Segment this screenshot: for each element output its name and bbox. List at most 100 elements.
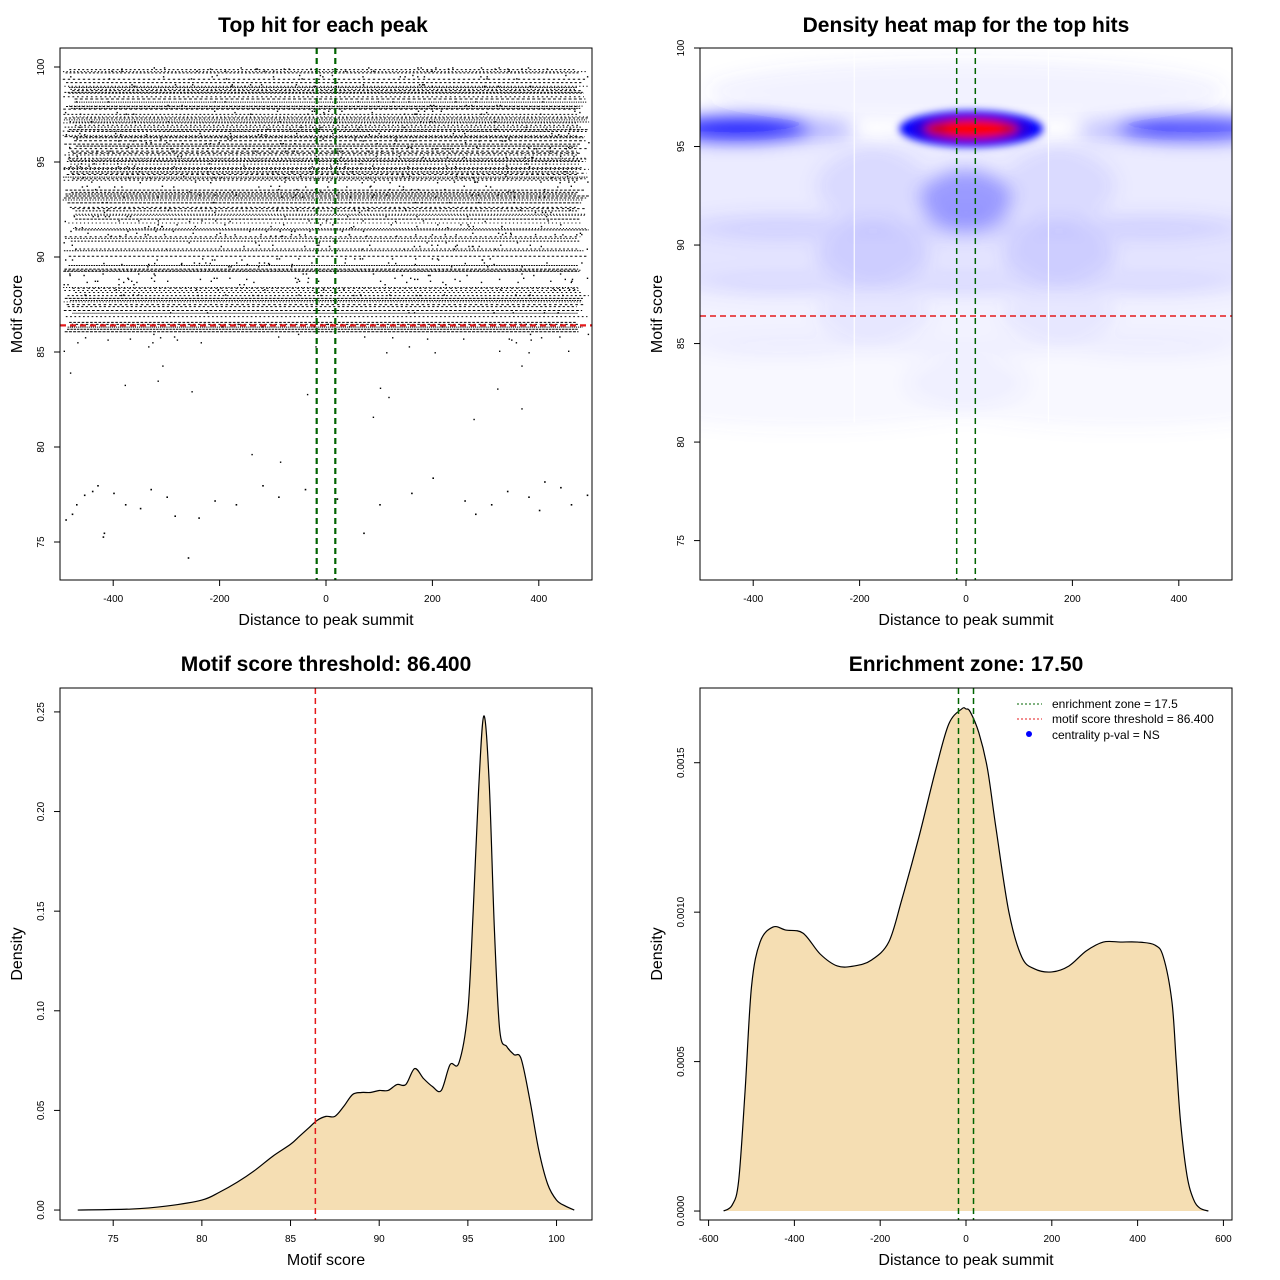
point [308, 220, 310, 222]
point [296, 209, 298, 211]
x-tick-label: -200 [850, 594, 870, 605]
point [362, 220, 364, 222]
point [466, 215, 469, 218]
point [403, 126, 405, 129]
x-tick-label: 400 [1170, 594, 1187, 605]
point [136, 232, 138, 234]
point [581, 233, 583, 236]
point [547, 220, 549, 222]
point [361, 182, 363, 184]
point [319, 224, 322, 226]
point [389, 294, 391, 296]
point [192, 84, 194, 86]
y-tick-label: 0.10 [36, 1001, 47, 1021]
point [84, 294, 86, 296]
point [521, 273, 523, 275]
point [367, 209, 369, 211]
point [360, 163, 362, 165]
x-tick-label: 0 [963, 594, 969, 605]
point [534, 233, 537, 236]
point [396, 235, 398, 237]
point [570, 185, 572, 187]
point [369, 186, 371, 188]
point [251, 453, 253, 456]
point [446, 227, 449, 229]
point [372, 273, 375, 275]
point [484, 220, 486, 223]
distance-density-title: Enrichment zone: 17.50 [849, 653, 1084, 676]
point [176, 224, 178, 226]
point [188, 191, 191, 193]
point [214, 194, 216, 196]
x-tick-label: 400 [1129, 1234, 1146, 1245]
point [471, 245, 474, 248]
point [453, 181, 456, 183]
point [291, 263, 293, 266]
point [102, 536, 105, 538]
point [173, 166, 175, 168]
point [256, 68, 258, 70]
point [161, 185, 164, 187]
point [173, 150, 175, 152]
scatter-plot-frame [59, 47, 593, 581]
y-tick-label: 90 [676, 239, 687, 251]
point [290, 233, 293, 236]
point [306, 393, 309, 396]
point [562, 234, 564, 236]
point [429, 280, 432, 282]
density-band [756, 119, 857, 138]
point [296, 281, 298, 284]
point [498, 67, 500, 69]
point [147, 266, 149, 268]
point [394, 220, 397, 223]
point [117, 166, 120, 168]
distance-density-area [723, 707, 1209, 1212]
point [320, 294, 322, 297]
point [484, 85, 486, 87]
point [172, 230, 175, 233]
point [533, 274, 535, 277]
point [281, 196, 283, 198]
point [507, 191, 510, 193]
point [68, 156, 70, 159]
point [549, 323, 551, 326]
point [71, 513, 74, 516]
y-tick-label: 0.15 [36, 901, 47, 921]
point [417, 76, 419, 78]
point [137, 294, 140, 296]
point [463, 185, 465, 187]
point [489, 186, 492, 188]
point [544, 481, 546, 483]
point [313, 110, 316, 112]
point [176, 155, 179, 158]
point [454, 166, 457, 168]
point [486, 78, 488, 80]
point [566, 175, 569, 177]
point [63, 284, 65, 286]
point [224, 101, 226, 103]
point [124, 384, 126, 387]
y-tick-label: 0.20 [36, 801, 47, 821]
point [587, 333, 590, 336]
point [74, 227, 77, 229]
point [166, 142, 168, 144]
point [410, 277, 412, 279]
point [402, 175, 404, 177]
point [471, 194, 473, 196]
point [392, 101, 394, 103]
y-tick-label: 80 [36, 441, 47, 453]
point [551, 176, 553, 179]
heatmap-x-label: Distance to peak summit [878, 612, 1054, 629]
point [389, 188, 391, 191]
legend-centrality-label: centrality p-val = NS [1052, 728, 1160, 742]
point [138, 220, 140, 222]
point [417, 67, 419, 69]
point [549, 146, 552, 149]
point [417, 110, 420, 112]
scatter-points [62, 67, 590, 463]
point [318, 242, 320, 244]
point [474, 181, 477, 183]
point [344, 166, 346, 168]
point [157, 220, 159, 222]
point [416, 225, 418, 228]
